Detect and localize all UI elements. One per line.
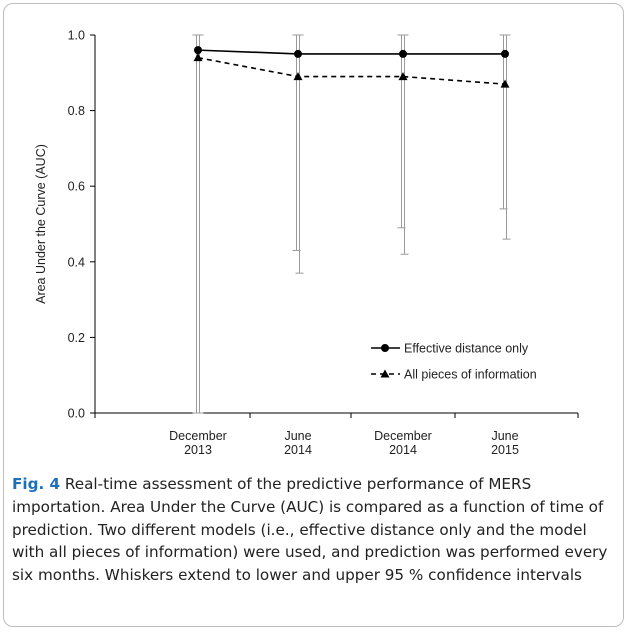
- y-tick-label: 0.8: [68, 104, 85, 118]
- y-tick-label: 0.4: [68, 255, 85, 269]
- y-tick-label: 1.0: [68, 29, 85, 43]
- error-whiskers: [192, 34, 511, 414]
- auc-chart: 0.0 0.2 0.4 0.6 0.8 1.0 Area Under the Curve …: [34, 29, 579, 457]
- x-tick-label: December: [374, 429, 432, 443]
- figure-caption-label: Fig. 4: [12, 475, 61, 493]
- x-tick-label: 2015: [491, 443, 519, 457]
- y-tick-label: 0.0: [68, 407, 85, 421]
- series-layer: [193, 46, 510, 88]
- legend-marker-triangle: [380, 369, 390, 378]
- figure-caption-text: Real-time assessment of the predictive p…: [12, 475, 608, 585]
- data-point-triangle: [398, 72, 408, 81]
- figure-frame: [3, 3, 624, 627]
- y-tick-label: 0.2: [68, 331, 85, 345]
- legend-label-all-pieces: All pieces of information: [404, 368, 537, 382]
- y-tick-label: 0.6: [68, 180, 85, 194]
- series-line-effective-distance: [197, 49, 505, 55]
- x-tick-label: 2014: [389, 443, 417, 457]
- data-point-circle: [399, 49, 407, 58]
- legend-item-all-pieces: All pieces of information: [371, 368, 537, 382]
- legend-marker-circle: [381, 344, 389, 352]
- data-point-circle: [501, 49, 509, 58]
- legend-item-effective-distance: Effective distance only: [371, 342, 529, 356]
- data-point-circle: [194, 46, 202, 55]
- x-tick-label: June: [491, 429, 518, 443]
- data-point-circle: [294, 49, 302, 58]
- y-axis: 0.0 0.2 0.4 0.6 0.8 1.0 Area Under the Curve …: [34, 29, 96, 421]
- data-point-triangle: [293, 72, 303, 81]
- legend-label-effective-distance: Effective distance only: [404, 342, 529, 356]
- legend: Effective distance only All pieces of in…: [371, 342, 537, 382]
- x-tick-label: December: [169, 429, 227, 443]
- series-line-all-pieces: [197, 56, 506, 85]
- x-tick-label: 2014: [284, 443, 312, 457]
- x-tick-label: June: [284, 429, 311, 443]
- data-point-triangle: [193, 53, 203, 62]
- figure-caption: Fig. 4 Real-time assessment of the predi…: [12, 473, 610, 587]
- data-point-triangle: [500, 79, 510, 88]
- x-tick-label: 2013: [184, 443, 212, 457]
- y-axis-label: Area Under the Curve (AUC): [34, 144, 48, 304]
- y-ticks: 0.0 0.2 0.4 0.6 0.8 1.0: [68, 29, 95, 421]
